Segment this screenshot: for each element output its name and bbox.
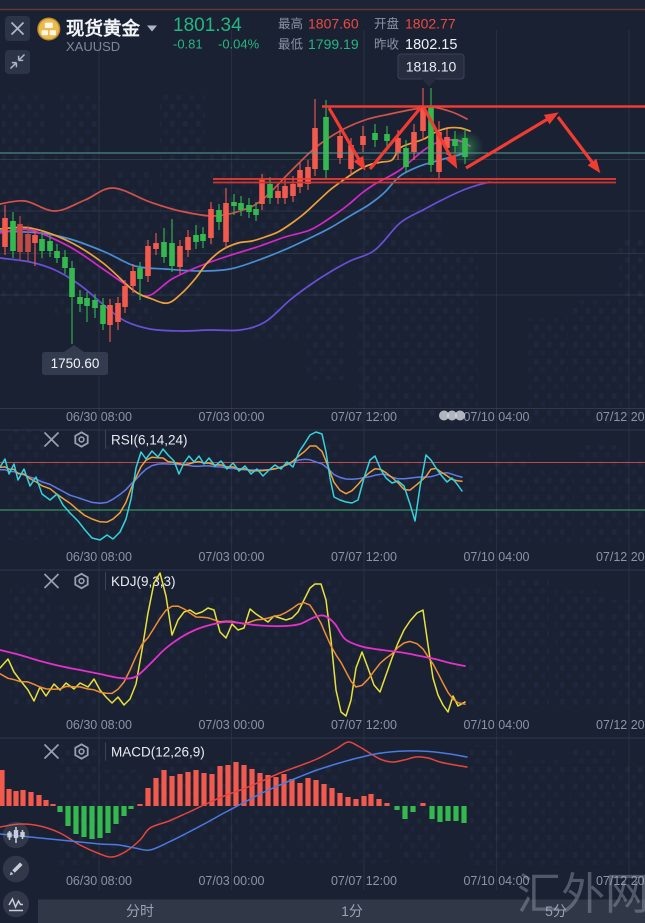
svg-text:07/12 20:00: 07/12 20:00 [596,410,645,424]
svg-text:06/30 08:00: 06/30 08:00 [66,410,132,424]
svg-text:07/10 04:00: 07/10 04:00 [463,718,529,732]
svg-text:07/10 04:00: 07/10 04:00 [463,550,529,564]
svg-text:07/10 04:00: 07/10 04:00 [463,874,529,888]
svg-text:XAUUSD: XAUUSD [66,39,120,54]
svg-text:MACD(12,26,9): MACD(12,26,9) [111,745,205,760]
svg-text:06/30 08:00: 06/30 08:00 [66,874,132,888]
svg-text:汇外网: 汇外网 [517,870,645,919]
svg-text:现货黄金: 现货黄金 [66,18,141,39]
svg-text:KDJ(9,3,3): KDJ(9,3,3) [111,574,176,589]
svg-text:1818.10: 1818.10 [406,59,457,75]
svg-text:07/03 00:00: 07/03 00:00 [198,410,264,424]
svg-text:1799.19: 1799.19 [308,36,359,52]
svg-text:1807.60: 1807.60 [308,16,359,32]
svg-text:1801.34: 1801.34 [173,15,242,36]
svg-text:昨收: 昨收 [374,38,400,52]
svg-text:07/03 00:00: 07/03 00:00 [198,874,264,888]
svg-text:-0.81: -0.81 [173,37,203,52]
svg-text:1802.77: 1802.77 [405,16,456,32]
svg-text:07/12 20:00: 07/12 20:00 [596,718,645,732]
svg-text:07/07 12:00: 07/07 12:00 [331,874,397,888]
svg-text:06/30 08:00: 06/30 08:00 [66,550,132,564]
svg-text:1分: 1分 [341,903,363,919]
svg-text:07/03 00:00: 07/03 00:00 [198,550,264,564]
svg-text:开盘: 开盘 [374,16,399,31]
svg-text:07/12 20:00: 07/12 20:00 [596,874,645,888]
svg-text:RSI(6,14,24): RSI(6,14,24) [111,433,188,448]
svg-text:-0.04%: -0.04% [218,37,260,52]
svg-text:07/10 04:00: 07/10 04:00 [463,410,529,424]
svg-text:07/03 00:00: 07/03 00:00 [198,718,264,732]
svg-text:07/07 12:00: 07/07 12:00 [331,550,397,564]
svg-text:07/07 12:00: 07/07 12:00 [331,718,397,732]
svg-text:06/30 08:00: 06/30 08:00 [66,718,132,732]
svg-text:07/07 12:00: 07/07 12:00 [331,410,397,424]
svg-text:07/12 20:00: 07/12 20:00 [596,550,645,564]
svg-text:1802.15: 1802.15 [405,37,457,53]
svg-text:1750.60: 1750.60 [51,356,100,371]
svg-text:最低: 最低 [278,38,304,52]
svg-text:分时: 分时 [126,903,154,919]
svg-text:5分: 5分 [545,903,567,919]
svg-text:最高: 最高 [278,16,303,31]
